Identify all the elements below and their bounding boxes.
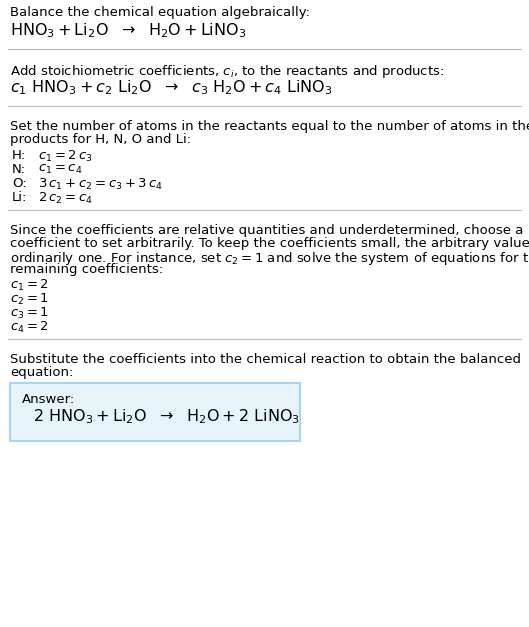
- Text: $c_4 = 2$: $c_4 = 2$: [10, 320, 49, 335]
- Text: $3\,c_1 + c_2 = c_3 + 3\,c_4$: $3\,c_1 + c_2 = c_3 + 3\,c_4$: [38, 177, 163, 192]
- Text: H:: H:: [12, 149, 26, 162]
- Text: N:: N:: [12, 163, 26, 176]
- Text: equation:: equation:: [10, 366, 74, 379]
- Text: Since the coefficients are relative quantities and underdetermined, choose a: Since the coefficients are relative quan…: [10, 224, 523, 237]
- Text: $c_1 = 2$: $c_1 = 2$: [10, 278, 49, 293]
- Text: Li:: Li:: [12, 191, 28, 204]
- Text: $c_2 = 1$: $c_2 = 1$: [10, 292, 49, 307]
- Text: products for H, N, O and Li:: products for H, N, O and Li:: [10, 133, 191, 146]
- Text: Set the number of atoms in the reactants equal to the number of atoms in the: Set the number of atoms in the reactants…: [10, 120, 529, 133]
- Text: $2\,c_2 = c_4$: $2\,c_2 = c_4$: [38, 191, 93, 206]
- Text: $c_1\ \mathregular{HNO_3} + c_2\ \mathregular{Li_2O}\ \ \rightarrow\ \ c_3\ \mat: $c_1\ \mathregular{HNO_3} + c_2\ \mathre…: [10, 78, 333, 97]
- Text: $c_1 = c_4$: $c_1 = c_4$: [38, 163, 83, 176]
- Text: $c_1 = 2\,c_3$: $c_1 = 2\,c_3$: [38, 149, 93, 164]
- Text: $\mathregular{HNO_3 + Li_2O\ \ \rightarrow\ \ H_2O + LiNO_3}$: $\mathregular{HNO_3 + Li_2O\ \ \rightarr…: [10, 21, 247, 40]
- Text: ordinarily one. For instance, set $c_2 = 1$ and solve the system of equations fo: ordinarily one. For instance, set $c_2 =…: [10, 250, 529, 267]
- Text: Add stoichiometric coefficients, $c_i$, to the reactants and products:: Add stoichiometric coefficients, $c_i$, …: [10, 63, 444, 80]
- Text: Answer:: Answer:: [22, 393, 75, 406]
- Text: Balance the chemical equation algebraically:: Balance the chemical equation algebraica…: [10, 6, 310, 19]
- Text: Substitute the coefficients into the chemical reaction to obtain the balanced: Substitute the coefficients into the che…: [10, 353, 521, 366]
- Text: O:: O:: [12, 177, 26, 190]
- Text: coefficient to set arbitrarily. To keep the coefficients small, the arbitrary va: coefficient to set arbitrarily. To keep …: [10, 237, 529, 250]
- Text: remaining coefficients:: remaining coefficients:: [10, 263, 163, 276]
- Text: $2\ \mathregular{HNO_3} + \mathregular{Li_2O}\ \ \rightarrow\ \ \mathregular{H_2: $2\ \mathregular{HNO_3} + \mathregular{L…: [33, 408, 300, 426]
- Text: $c_3 = 1$: $c_3 = 1$: [10, 306, 49, 321]
